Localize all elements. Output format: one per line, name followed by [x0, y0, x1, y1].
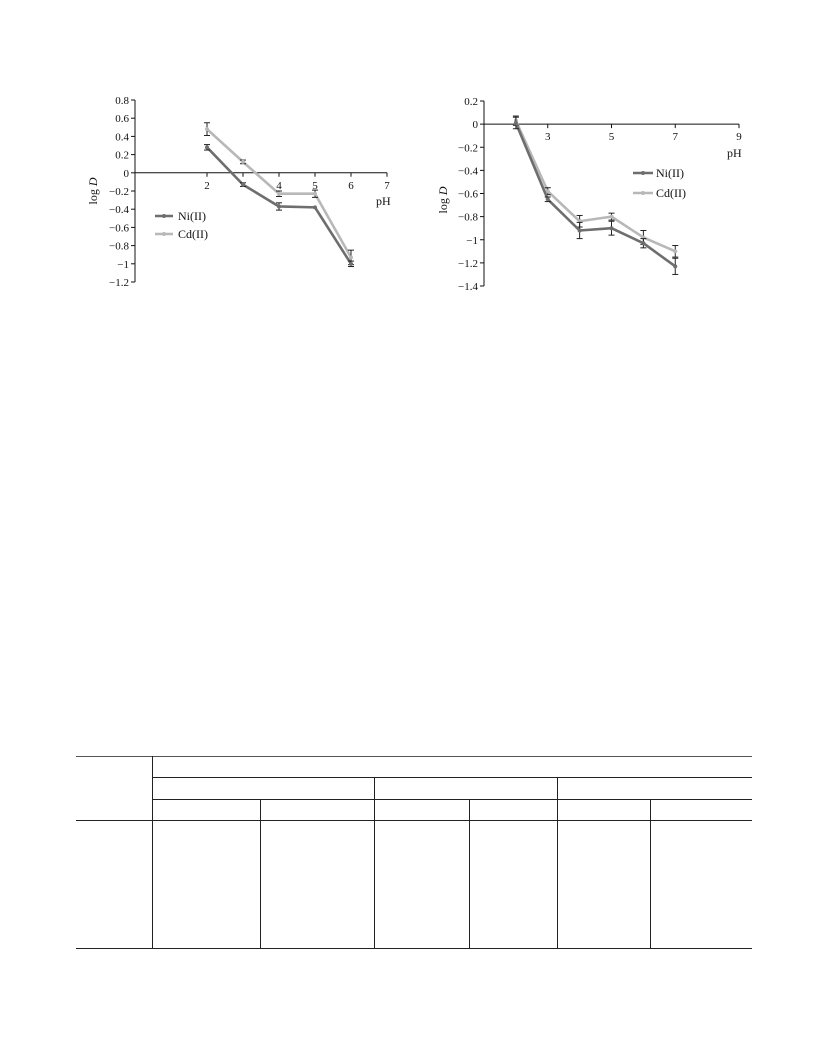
- c1-data-point: [349, 255, 353, 260]
- c2-x-tick-label: 5: [609, 131, 615, 143]
- table-col-divider-2: [469, 799, 470, 949]
- c2-legend-marker: [641, 171, 645, 175]
- c1-y-tick-label: 0.8: [115, 95, 129, 107]
- c2-data-point: [609, 214, 614, 219]
- table-top-rule: [76, 756, 752, 757]
- c2-y-tick-label: −0.4: [458, 165, 478, 177]
- c2-x-tick-label: 7: [673, 131, 679, 143]
- c2-y-tick-label: 0.2: [464, 96, 478, 108]
- c2-x-tick-label: 9: [736, 131, 742, 143]
- table-col-divider-1: [260, 799, 261, 949]
- table-group-divider-2: [557, 777, 558, 949]
- c2-data-point: [577, 228, 582, 233]
- c2-y-tick-label: −0.8: [458, 212, 478, 224]
- c2-y-axis-label: log D: [436, 186, 450, 213]
- c2-data-point: [545, 197, 550, 202]
- c2-y-tick-label: −1.4: [458, 281, 478, 293]
- table-group-divider-1: [374, 777, 375, 949]
- c2-data-point: [641, 241, 646, 246]
- c2-y-tick-label: −0.2: [458, 142, 478, 154]
- c2-y-tick-label: 0: [473, 119, 479, 131]
- table-bottom-rule: [76, 948, 752, 949]
- c1-legend-label: Cd(II): [178, 227, 208, 241]
- c2-legend-label: Cd(II): [656, 186, 686, 200]
- c1-data-point: [205, 127, 209, 132]
- c2-legend-marker: [641, 191, 645, 195]
- c1-y-tick-label: −0.8: [109, 241, 129, 253]
- empty-table: [76, 756, 752, 949]
- c1-y-tick-label: −1: [117, 259, 129, 271]
- c1-y-tick-label: 0.4: [115, 131, 129, 143]
- c1-y-tick-label: 0.2: [115, 150, 129, 162]
- chart-right: 0.2 0 −0.2 −0.4 −0.6 −0.8 −1 −1.2 −1.4 3 5 7 9 pH log …: [436, 96, 742, 293]
- c1-y-tick-label: −0.2: [109, 186, 129, 198]
- c1-x-tick-label: 6: [348, 180, 354, 192]
- c1-y-axis-label: log D: [86, 177, 100, 204]
- c1-legend-marker: [162, 214, 166, 218]
- c2-series-line-Cd(II): [514, 120, 676, 253]
- c1-data-point: [313, 191, 317, 196]
- c2-x-tick-label: 3: [545, 131, 551, 143]
- table-header-rule-3: [76, 820, 752, 821]
- c2-y-tick-label: −1: [466, 235, 478, 247]
- c2-series-line-Ni(II): [514, 122, 677, 268]
- c1-y-tick-label: 0: [124, 168, 130, 180]
- c1-y-tick-label: −0.6: [109, 222, 129, 234]
- c2-data-point: [513, 120, 518, 125]
- c2-data-point: [609, 226, 614, 231]
- table-stub-divider: [152, 756, 153, 949]
- c1-y-tick-label: 0.6: [115, 113, 129, 125]
- c1-data-point: [313, 205, 317, 210]
- c2-x-axis-label: pH: [727, 146, 742, 160]
- c1-x-tick-label: 4: [276, 180, 282, 192]
- c2-legend-label: Ni(II): [656, 166, 684, 180]
- c2-data-point: [545, 189, 550, 194]
- c1-data-point: [241, 159, 245, 164]
- c1-data-point: [205, 145, 209, 150]
- c1-y-tick-label: −1.2: [109, 277, 129, 289]
- c2-y-tick-label: −0.6: [458, 189, 478, 201]
- table-header-rule-1: [152, 777, 752, 778]
- c1-x-axis-label: pH: [376, 194, 391, 208]
- c1-data-point: [277, 204, 281, 209]
- c1-data-point: [277, 191, 281, 196]
- table-header-rule-2: [152, 799, 752, 800]
- c2-y-tick-label: −1.2: [458, 258, 478, 270]
- c1-data-point: [349, 261, 353, 266]
- c1-data-point: [241, 182, 245, 187]
- chart-left: 0.8 0.6 0.4 0.2 0 −0.2 −0.4 −0.6 −0.8 −1 −1.2 2 4 5 6 7…: [86, 95, 391, 289]
- c1-x-tick-label: 5: [312, 180, 318, 192]
- c1-y-tick-label: −0.4: [109, 204, 129, 216]
- c2-data-point: [673, 264, 678, 269]
- c1-x-tick-label: 2: [204, 180, 210, 192]
- c1-x-tick-label: 7: [384, 180, 390, 192]
- c1-legend-label: Ni(II): [178, 209, 206, 223]
- table-col-divider-3: [650, 799, 651, 949]
- c1-legend-marker: [162, 232, 166, 236]
- c2-data-point: [673, 249, 678, 254]
